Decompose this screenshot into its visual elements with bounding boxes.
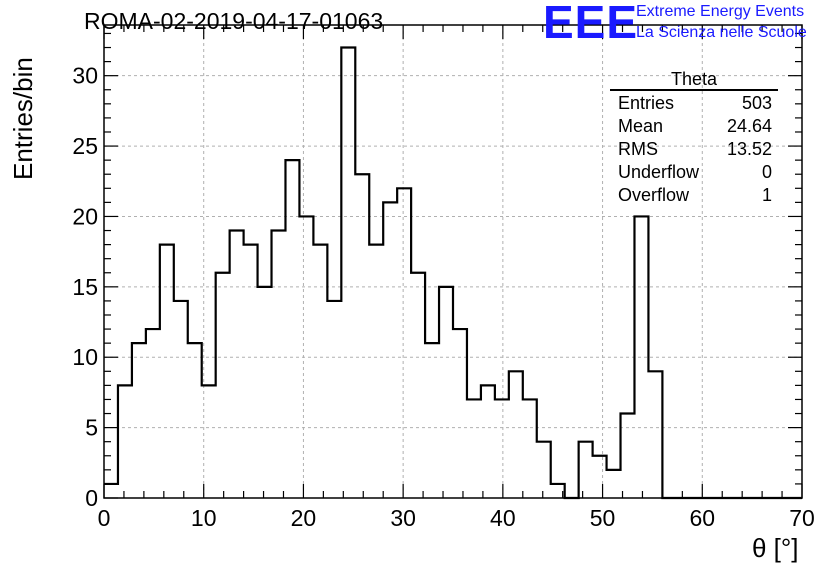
eee-logo: EEE [543,0,639,48]
histogram-bin [495,399,509,498]
histogram-bin [634,216,648,498]
y-tick-label: 30 [72,63,98,89]
histogram-bin [383,202,397,498]
x-tick-label: 70 [789,505,815,531]
histogram-bin [272,231,286,498]
x-tick-label: 60 [689,505,715,531]
x-axis-label: θ [°] [752,533,799,563]
y-tick-label: 15 [72,274,98,300]
histogram-bin [467,399,481,498]
histogram-bin [258,287,272,498]
histogram-bin [355,174,369,498]
histogram-bin [439,287,453,498]
stats-label: Mean [618,116,664,136]
stats-row: Overflow 1 [610,184,778,207]
y-axis-label: Entries/bin [8,57,38,180]
tick-layer [103,25,803,499]
stats-value: 1 [761,185,772,205]
y-tick-label: 25 [72,133,98,159]
y-tick-label: 0 [85,485,98,511]
stats-label: Entries [618,93,675,113]
stats-row: Underflow 0 [610,161,778,184]
y-tick-label: 20 [72,203,98,229]
histogram-bin [607,470,621,498]
histogram-bin [118,385,132,498]
stats-row: RMS 13.52 [610,138,778,161]
stats-value: 503 [741,93,772,113]
logo-text-line1: Extreme Energy Events [636,3,805,20]
y-tick-label: 10 [72,344,98,370]
histogram-bin [509,371,523,498]
histogram-bin [104,484,118,498]
histogram-bin [593,456,607,498]
histogram-bin [132,343,146,498]
grid-layer [104,25,802,498]
histogram-bin [313,245,327,498]
histogram-outline [104,46,802,500]
stats-label: RMS [618,139,658,159]
stats-row: Mean 24.64 [610,115,778,138]
x-tick-label: 40 [490,505,516,531]
x-tick-label: 0 [98,505,111,531]
histogram-bin [146,329,160,498]
histogram-bin [523,399,537,498]
histogram-bin [160,245,174,498]
logo-text-line2: La Scienza nelle Scuole [636,24,807,41]
histogram-bin [481,385,495,498]
histogram-bin [621,414,635,498]
stats-value: 0 [761,162,772,182]
histogram-bin [244,245,258,498]
histogram-bin [327,301,341,498]
stats-value: 13.52 [726,139,772,159]
x-tick-label: 50 [590,505,616,531]
histogram-bin [174,301,188,498]
stats-title: Theta [610,70,778,91]
chart-title: ROMA-02-2019-04-17-01063 [84,8,384,34]
stats-row: Entries 503 [610,92,778,115]
histogram-bin [397,188,411,498]
histogram-bin [285,160,299,498]
histogram-bin [202,385,216,498]
histogram-bin [453,329,467,498]
histogram-bin [648,371,662,498]
plot-frame [103,24,803,499]
histogram-bin [537,442,551,498]
histogram-bin [299,216,313,498]
stats-box: Theta Entries 503 Mean 24.64 RMS 13.52 Unde… [610,70,778,207]
x-tick-label: 30 [390,505,416,531]
y-tick-label: 5 [85,415,98,441]
histogram-bin [188,343,202,498]
histogram-bin [579,442,593,498]
histogram-bin [425,343,439,498]
x-tick-label: 10 [191,505,217,531]
stats-label: Underflow [618,162,700,182]
x-tick-label: 20 [291,505,317,531]
histogram-bin [411,273,425,498]
histogram-bin [230,231,244,498]
histogram-bin [369,245,383,498]
histogram-layer [104,46,802,500]
stats-label: Overflow [618,185,690,205]
histogram-bin [216,273,230,498]
stats-value: 24.64 [726,116,772,136]
histogram-bin [341,48,355,498]
